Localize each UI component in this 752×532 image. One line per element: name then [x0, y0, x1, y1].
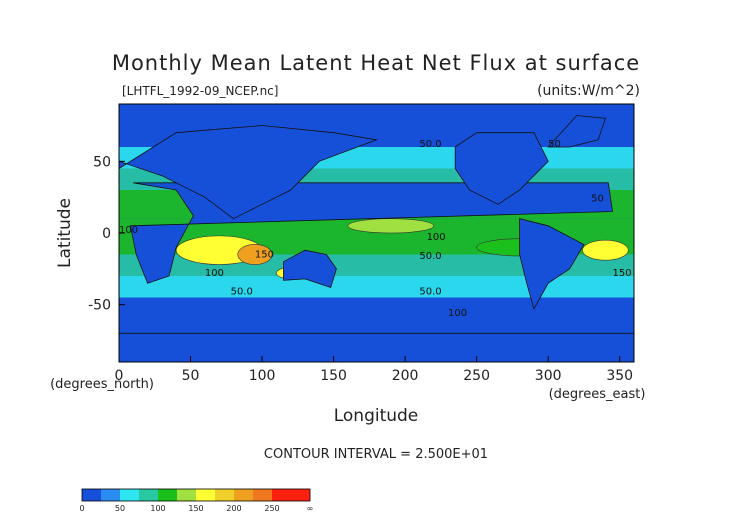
field-hotspot [347, 218, 435, 234]
x-tick-label: 250 [463, 368, 490, 384]
contour-label: 100 [427, 232, 446, 243]
colorbar-swatch [272, 489, 310, 501]
y-axis-ticks: 50 0 -50 [88, 154, 125, 314]
colorbar-swatch [101, 489, 120, 501]
contour-label: 50 [591, 193, 604, 204]
land-masses [118, 115, 635, 363]
x-tick-label: 150 [320, 368, 347, 384]
colorbar-label: 50 [115, 504, 125, 513]
contour-label: 50 [548, 139, 561, 150]
y-tick-label: 0 [102, 226, 111, 242]
x-tick-label: 350 [606, 368, 633, 384]
colorbar: 0 50 100 150 200 250 ∞ [79, 488, 314, 513]
contour-label: 50.0 [419, 251, 441, 262]
x-unit-label: (degrees_east) [549, 387, 646, 402]
contour-label: 150 [613, 268, 632, 279]
contour-interval-note: CONTOUR INTERVAL = 2.500E+01 [264, 447, 488, 462]
field-band [119, 276, 634, 298]
colorbar-swatch [253, 489, 272, 501]
y-tick-label: 50 [93, 154, 111, 170]
colorbar-swatch [82, 489, 101, 501]
x-tick-label: 100 [249, 368, 276, 384]
colorbar-swatch [177, 489, 196, 501]
contour-label: 50.0 [419, 139, 441, 150]
y-unit-label: (degrees_north) [50, 377, 154, 392]
colorbar-swatch [120, 489, 139, 501]
colorbar-label: 0 [79, 504, 84, 513]
land-shape [519, 218, 585, 311]
colorbar-swatch [196, 489, 215, 501]
x-tick-label: 300 [535, 368, 562, 384]
colorbar-swatch [234, 489, 253, 501]
y-axis-label: Latitude [55, 198, 75, 268]
land-shape [454, 132, 549, 205]
contour-label: 50.0 [231, 287, 253, 298]
contour-labels: 50.0 100 150 50 100 50.0 50.0 50.0 100 150 50 100 [119, 139, 632, 319]
contour-label: 100 [119, 225, 138, 236]
units-label: (units:W/m^2) [537, 83, 640, 99]
colorbar-label: 150 [188, 504, 203, 513]
colorbar-label: 200 [226, 504, 241, 513]
source-file-label: [LHTFL_1992-09_NCEP.nc] [122, 84, 278, 98]
colorbar-label: 250 [264, 504, 279, 513]
contour-label: 50.0 [419, 287, 441, 298]
x-axis-label: Longitude [334, 406, 419, 426]
land-shape [547, 115, 606, 148]
contour-label: 100 [448, 308, 467, 319]
y-tick-label: -50 [88, 298, 111, 314]
x-tick-label: 50 [182, 368, 200, 384]
contour-label: 100 [205, 268, 224, 279]
land-shape [283, 249, 337, 289]
contour-label: 150 [255, 249, 274, 260]
colorbar-swatch [215, 489, 234, 501]
x-axis-ticks: 0 50 100 150 200 250 300 350 [115, 356, 633, 384]
colorbar-swatch [158, 489, 177, 501]
land-shape [118, 332, 635, 363]
x-tick-label: 200 [392, 368, 419, 384]
colorbar-label: 100 [150, 504, 165, 513]
colorbar-frame [81, 488, 311, 502]
field-hotspot [237, 244, 273, 265]
x-tick-label: 0 [115, 368, 124, 384]
colorbar-label: ∞ [307, 504, 314, 513]
colorbar-swatch [139, 489, 158, 501]
land-shape [118, 125, 379, 220]
chart-title: Monthly Mean Latent Heat Net Flux at sur… [112, 51, 640, 75]
field-hotspot [582, 239, 629, 261]
